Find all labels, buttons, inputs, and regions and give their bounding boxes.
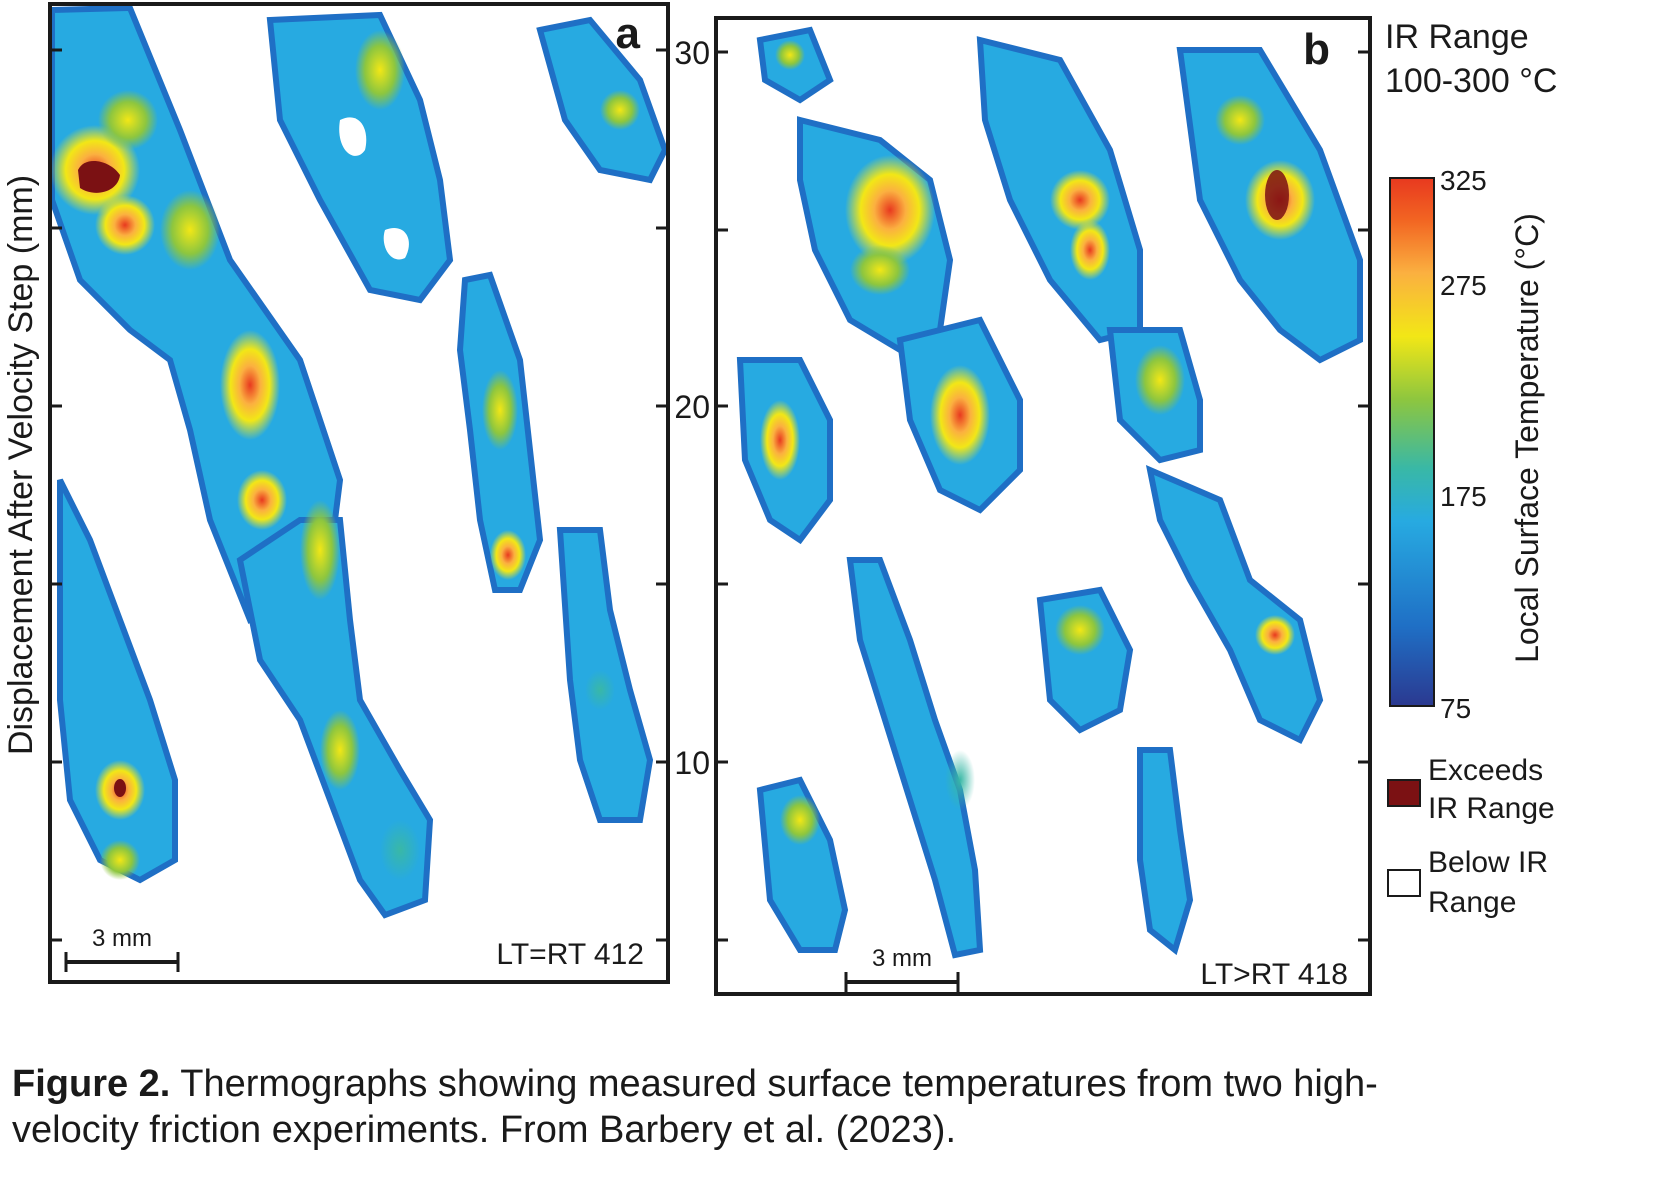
y-tick-10: 10	[674, 745, 710, 781]
panel-a-thermograph	[50, 4, 668, 919]
caption-figure-number: Figure 2.	[12, 1063, 171, 1105]
exceeds-range-label-1: Exceeds	[1428, 754, 1543, 787]
y-tick-30: 30	[674, 35, 710, 71]
colorbar-tick-275: 275	[1440, 270, 1487, 301]
exceeds-range-label-2: IR Range	[1428, 792, 1555, 825]
panel-b-hotband-11	[1137, 747, 1194, 956]
figure-graphic: 30 20 10 Displacement After Velocity Ste…	[2, 2, 1557, 996]
figure-caption: Figure 2. Thermographs showing measured …	[12, 1062, 1652, 1153]
panel-a-hotband-6	[536, 16, 668, 184]
panel-b-experiment-label: LT>RT 418	[1200, 958, 1348, 991]
panel-a-experiment-label: LT=RT 412	[496, 938, 644, 971]
colorbar-tick-325: 325	[1440, 165, 1487, 196]
below-range-label-2: Range	[1428, 886, 1516, 919]
panel-a-scale-label: 3 mm	[92, 925, 152, 952]
y-axis-ticks-a	[52, 48, 666, 942]
ir-range-title: IR Range	[1385, 18, 1529, 56]
colorbar-tick-75: 75	[1440, 693, 1471, 724]
caption-line-2: velocity friction experiments. From Barb…	[12, 1108, 957, 1151]
colorbar-label: Local Surface Temperature (°C)	[1509, 213, 1545, 663]
panel-b-letter: b	[1303, 25, 1330, 74]
y-tick-20: 20	[674, 389, 710, 425]
panel-a-scale-bar: 3 mm	[64, 925, 180, 972]
below-range-label-1: Below IR	[1428, 846, 1548, 879]
colorbar	[1389, 177, 1435, 707]
below-range-swatch	[1387, 869, 1421, 897]
panel-b-thermograph	[736, 26, 1363, 959]
ir-range-values: 100-300 °C	[1385, 62, 1557, 100]
panel-a-letter: a	[616, 9, 641, 58]
panel-b-frame	[714, 16, 1372, 996]
panel-a-frame	[48, 2, 670, 984]
panel-a-hotband-3	[57, 478, 178, 884]
panel-b-hotband-7	[1145, 464, 1324, 745]
y-axis-ticks-b	[718, 50, 1368, 942]
y-axis-label: Displacement After Velocity Step (mm)	[2, 175, 40, 755]
caption-line-1: Thermographs showing measured surface te…	[170, 1063, 1378, 1105]
panel-b-hotband-9	[846, 557, 984, 959]
colorbar-tick-175: 175	[1440, 481, 1487, 512]
exceeds-range-swatch	[1387, 779, 1421, 807]
panel-b-scale-bar: 3 mm	[844, 945, 960, 992]
panel-b-scale-label: 3 mm	[872, 945, 932, 972]
